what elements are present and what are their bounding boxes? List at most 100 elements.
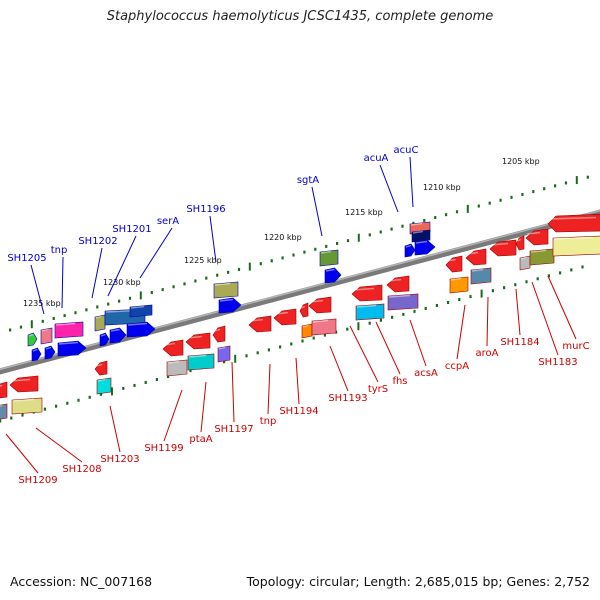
genome-title: Staphylococcus haemolyticus JCSC1435, co…: [106, 9, 494, 24]
forward-gene-label: tnp: [51, 245, 68, 256]
gene-body: [387, 293, 419, 311]
gene-shine: [127, 322, 148, 326]
gene-body: [129, 304, 153, 318]
forward-gene: [324, 267, 342, 284]
upper-track-tick: [9, 328, 12, 332]
lower-track-tick: [99, 392, 102, 396]
forward-leader-line: [61, 256, 64, 309]
reverse-leader-line: [295, 357, 300, 405]
reverse-gene: [299, 302, 309, 318]
gene-body: [404, 243, 416, 258]
reverse-gene-label: SH1203: [100, 454, 139, 465]
lower-track-tick: [267, 348, 270, 352]
scale-label: 1230 kbp: [103, 278, 141, 287]
gene-body: [248, 315, 272, 333]
reverse-gene-label: murC: [562, 341, 589, 352]
upper-track-tick: [85, 308, 88, 312]
forward-gene: [129, 304, 153, 318]
gene-shine: [12, 398, 35, 402]
upper-track-tick: [128, 296, 132, 300]
upper-track-tick: [346, 239, 350, 243]
upper-track-tick: [401, 224, 404, 228]
forward-gene: [27, 332, 38, 347]
lower-track-tick: [581, 265, 584, 269]
gene-body: [299, 302, 309, 318]
gene-body: [308, 296, 332, 314]
reverse-gene-label: SH1184: [500, 337, 539, 348]
reverse-gene-label: SH1199: [144, 443, 183, 454]
lower-track-tick: [525, 280, 528, 284]
gene-shine: [446, 258, 456, 262]
upper-track-tick: [259, 262, 262, 266]
gene-shine: [325, 268, 335, 272]
upper-track-tick: [466, 204, 469, 213]
gene-body: [11, 397, 43, 415]
reverse-leader-line: [349, 325, 379, 383]
lower-track-tick: [122, 386, 125, 390]
reverse-gene: [94, 360, 108, 376]
forward-gene: [54, 321, 84, 339]
gene-shine: [356, 304, 377, 308]
reverse-gene: [308, 296, 332, 314]
reverse-leader-line: [329, 345, 349, 392]
lower-track-tick: [167, 375, 170, 379]
lower-track-tick: [0, 419, 2, 423]
gene-shine: [548, 216, 597, 220]
upper-track-tick: [248, 262, 251, 271]
gene-body: [109, 327, 127, 344]
upper-track-tick: [423, 218, 426, 222]
lower-track-tick: [424, 306, 427, 310]
reverse-gene: [515, 235, 525, 251]
gene-shine: [213, 328, 221, 332]
upper-track-tick: [30, 320, 33, 329]
gene-body: [529, 248, 555, 266]
upper-track-tick: [139, 291, 142, 300]
forward-gene-label: acuA: [364, 153, 389, 164]
scale-label: 1235 kbp: [23, 299, 61, 308]
reverse-gene-label: ptaA: [189, 434, 212, 445]
gene-shine: [0, 404, 3, 407]
lower-track-tick: [155, 378, 158, 382]
lower-track-tick: [234, 354, 237, 363]
forward-gene: [126, 321, 156, 338]
lower-track-tick: [503, 286, 506, 290]
gene-shine: [110, 328, 120, 332]
upper-track-tick: [194, 279, 197, 283]
reverse-gene: [11, 397, 43, 415]
upper-track-tick: [510, 195, 513, 199]
gene-shine: [450, 277, 461, 281]
reverse-gene: [547, 213, 600, 233]
forward-gene: [218, 297, 242, 314]
gene-body: [351, 284, 383, 302]
accession-label: Accession: NC_007168: [10, 574, 153, 589]
lower-track-tick: [536, 277, 539, 281]
gene-shine: [412, 230, 423, 234]
gene-shine: [0, 384, 3, 387]
upper-track-tick: [336, 242, 339, 246]
gene-shine: [167, 360, 180, 364]
reverse-gene-label: ccpA: [445, 361, 469, 372]
lower-track-tick: [547, 274, 550, 278]
reverse-leader-line: [515, 288, 521, 336]
forward-leader-line: [379, 164, 399, 213]
upper-track-tick: [488, 201, 491, 205]
gene-shine: [352, 287, 375, 291]
reverse-gene: [0, 403, 8, 420]
lower-track-tick: [491, 289, 494, 293]
reverse-gene: [187, 353, 215, 371]
reverse-leader-line: [486, 296, 489, 347]
gene-body: [162, 339, 184, 357]
scale-label: 1205 kbp: [502, 157, 540, 166]
upper-track-tick: [445, 213, 448, 217]
reverse-leader-line: [231, 361, 235, 423]
upper-track-tick: [390, 227, 393, 231]
reverse-gene: [525, 228, 549, 246]
forward-gene-label: sgtA: [297, 175, 319, 186]
upper-track-tick: [521, 192, 524, 196]
gene-body: [217, 345, 231, 363]
forward-leader-line: [209, 215, 217, 263]
scale-label: 1215 kbp: [345, 208, 383, 217]
reverse-leader-line: [375, 321, 401, 375]
reverse-gene: [185, 332, 211, 350]
